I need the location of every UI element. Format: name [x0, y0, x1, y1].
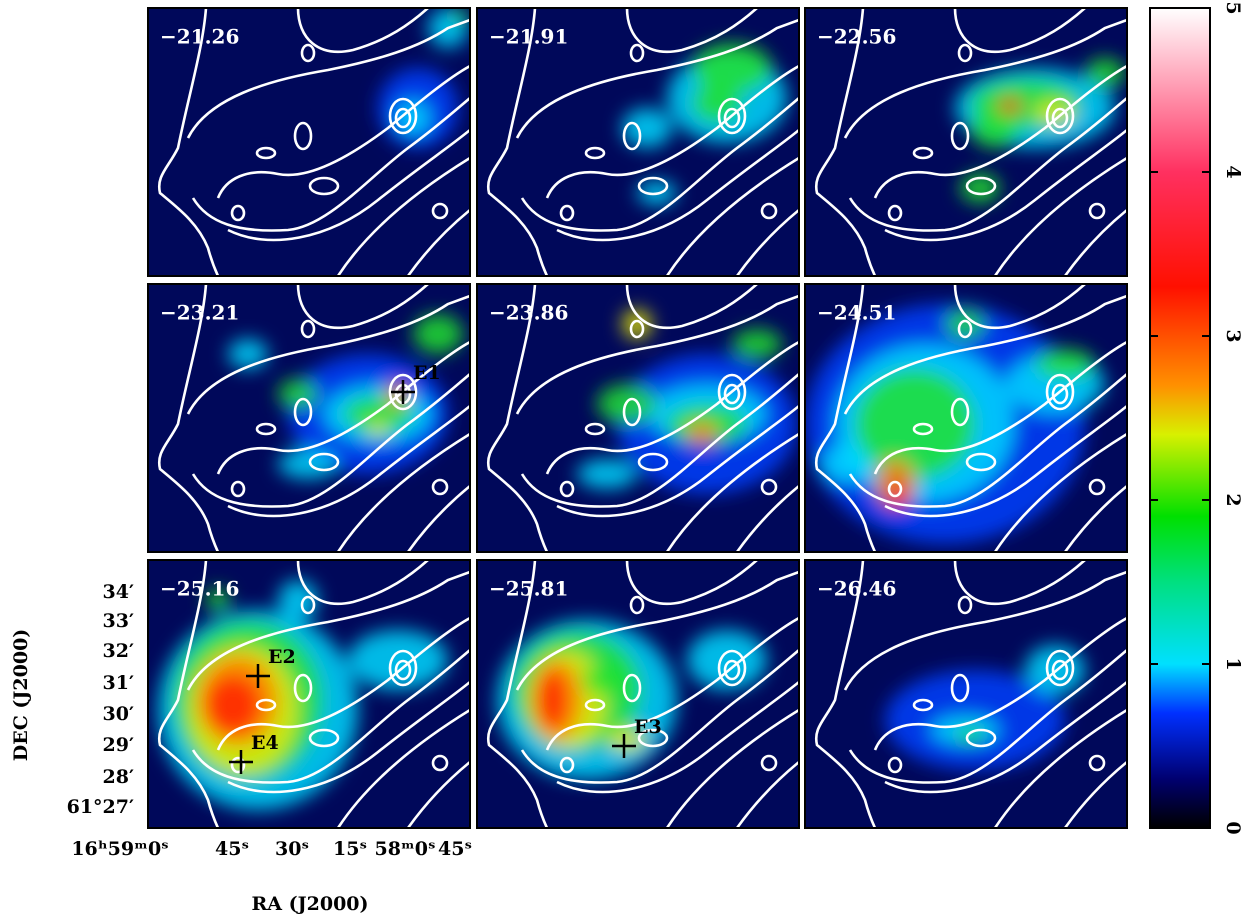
marker-label: E3 — [634, 716, 662, 738]
colorbar-tick-label: 3 — [1222, 329, 1244, 342]
y-tick-label: 32′ — [103, 640, 134, 662]
panel-frame — [476, 283, 800, 553]
channel-panel: −26.46 — [804, 559, 1128, 829]
velocity-label: −25.16 — [160, 577, 239, 601]
emission — [158, 580, 448, 810]
emission-blob — [452, 8, 468, 24]
velocity-label: −25.81 — [489, 577, 568, 601]
x-axis-label: RA (J2000) — [252, 893, 369, 915]
marker-cross — [612, 734, 636, 758]
panel-image — [148, 8, 470, 276]
emission — [955, 58, 1125, 203]
velocity-label: −21.91 — [489, 25, 568, 49]
emission-blob — [687, 630, 767, 690]
colorbar-tick-label: 2 — [1222, 493, 1244, 506]
marker-label: E4 — [251, 732, 279, 754]
velocity-label: −21.26 — [160, 25, 239, 49]
panel-image — [805, 560, 1127, 828]
channel-panel: −24.51 — [804, 283, 1128, 553]
emission-blob — [1085, 58, 1125, 88]
channel-panel: −22.56 — [804, 7, 1128, 277]
panel-frame — [147, 559, 471, 829]
panel-image — [477, 284, 799, 552]
emission-blob — [228, 339, 268, 369]
emission-blob — [368, 421, 388, 437]
emission-blob — [278, 379, 318, 409]
colorbar-tick-label: 4 — [1222, 165, 1244, 178]
emission-blob — [278, 449, 338, 479]
panel-frame — [804, 283, 1128, 553]
marker-label: E2 — [268, 646, 296, 668]
colorbar — [1149, 7, 1211, 829]
panel-frame — [804, 559, 1128, 829]
marker-cross — [246, 664, 270, 688]
panel-image — [148, 284, 470, 552]
emission-blob — [537, 670, 567, 730]
y-tick-label: 61°27′ — [67, 796, 134, 818]
velocity-label: −22.56 — [817, 25, 896, 49]
emission-blob — [206, 588, 230, 612]
emission-blob — [582, 665, 632, 695]
emission-blob — [577, 459, 637, 489]
colorbar-tick-label: 0 — [1222, 821, 1244, 834]
emission — [622, 43, 787, 205]
panel-image — [148, 560, 470, 828]
channel-panel: −25.81 E3 — [476, 559, 800, 829]
velocity-label: −24.51 — [817, 301, 896, 325]
emission-blob — [998, 98, 1022, 114]
emission-blob — [945, 309, 985, 339]
y-tick-label: 33′ — [103, 610, 134, 632]
x-tick-label: 30ˢ — [275, 838, 309, 860]
colorbar-tick-label: 5 — [1222, 1, 1244, 14]
panel-frame — [147, 283, 471, 553]
marker-cross — [391, 380, 415, 404]
x-tick-label: 45ˢ — [215, 838, 249, 860]
x-tick-label: 58ᵐ0ˢ — [375, 838, 436, 860]
y-axis-label: DEC (J2000) — [10, 629, 32, 762]
y-tick-label: 31′ — [103, 672, 134, 694]
emission-blob — [622, 108, 672, 148]
x-tick-label: 15ˢ — [333, 838, 367, 860]
panel-frame — [804, 7, 1128, 277]
channel-panel: −21.26 — [147, 7, 471, 277]
colorbar-tick-label: 1 — [1222, 657, 1244, 670]
x-tick-label: 16ʰ59ᵐ0ˢ — [71, 838, 168, 860]
velocity-label: −23.21 — [160, 301, 239, 325]
panel-image — [477, 560, 799, 828]
marker-cross — [229, 750, 253, 774]
panel-frame — [476, 7, 800, 277]
emission-blob — [413, 314, 463, 354]
y-tick-label: 34′ — [103, 581, 134, 603]
emission-blob — [970, 108, 1020, 148]
y-tick-label: 30′ — [103, 703, 134, 725]
y-tick-label: 29′ — [103, 734, 134, 756]
channel-panel: −21.91 — [476, 7, 800, 277]
panel-image — [805, 284, 1127, 552]
emission-blob — [692, 83, 742, 123]
channel-panel: −23.21 E1 — [147, 283, 471, 553]
panel-image — [805, 8, 1127, 276]
panel-frame — [476, 559, 800, 829]
channel-panel: −25.16 E2 E4 — [147, 559, 471, 829]
x-tick-label: 45ˢ — [438, 838, 472, 860]
emission-blob — [622, 309, 652, 339]
emission-blob — [348, 630, 448, 690]
panel-image — [477, 8, 799, 276]
panel-frame — [147, 7, 471, 277]
emission-blob — [205, 675, 261, 735]
marker-label: E1 — [413, 362, 441, 384]
y-tick-label: 28′ — [103, 766, 134, 788]
velocity-label: −26.46 — [817, 577, 896, 601]
emission-blob — [1035, 349, 1095, 379]
emission-blob — [732, 329, 782, 359]
emission-blob — [687, 422, 717, 446]
channel-panel: −23.86 — [476, 283, 800, 553]
emission-blob — [820, 444, 870, 484]
velocity-label: −23.86 — [489, 301, 568, 325]
